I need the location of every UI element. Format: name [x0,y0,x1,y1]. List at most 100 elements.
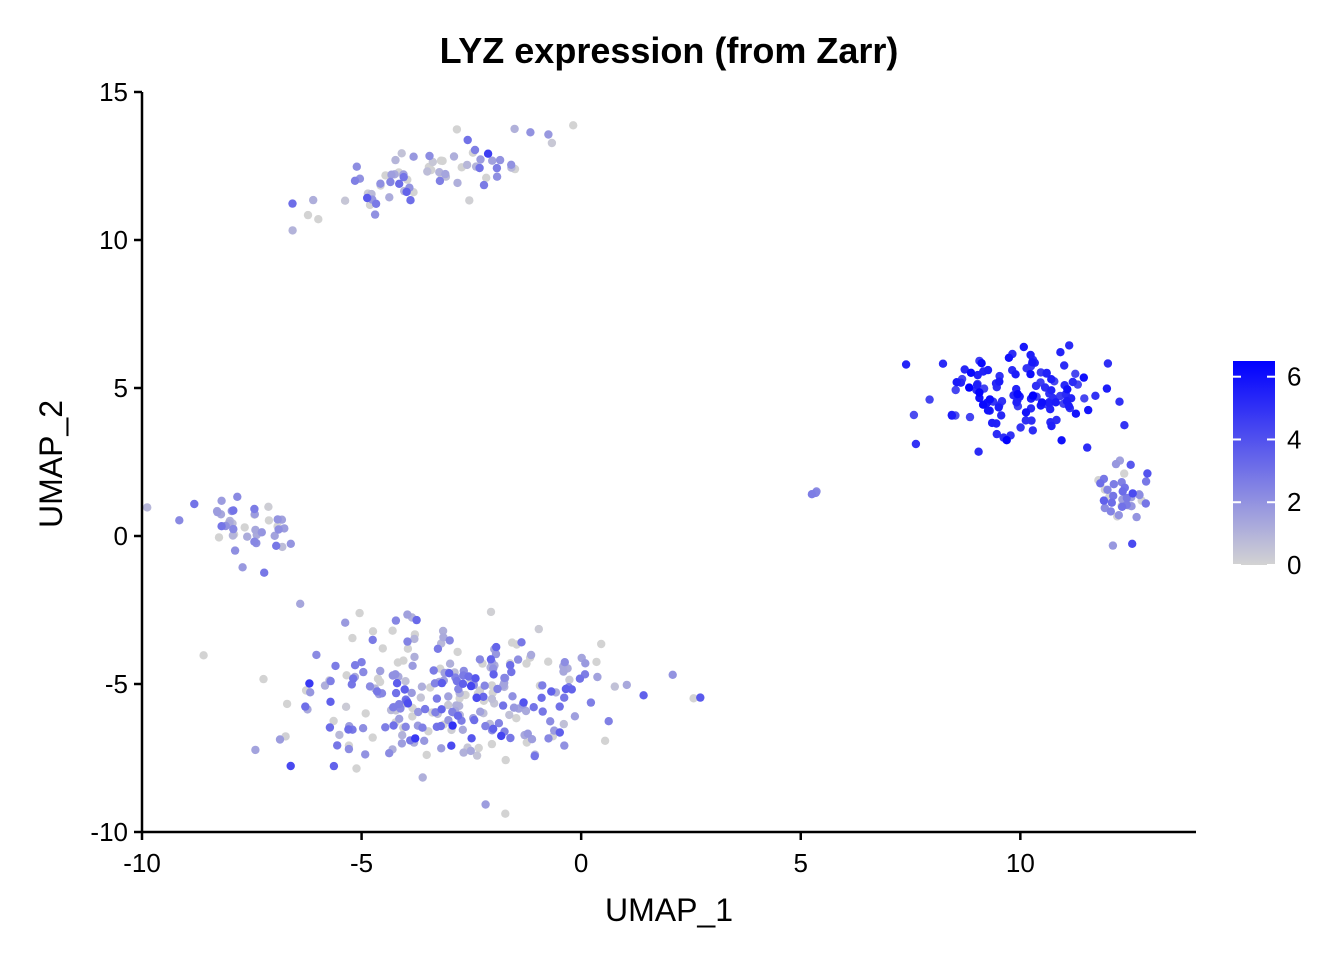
cell-point [491,649,501,659]
x-tick-label: 10 [1006,848,1035,878]
colorbar [1233,361,1275,565]
cell-point [481,800,490,809]
cell-point [448,721,457,730]
cell-point [389,721,398,730]
cell-point [1111,459,1121,469]
x-tick-label: 5 [794,848,808,878]
cell-point [1102,384,1112,393]
cell-point [483,149,493,158]
cell-point [372,687,382,696]
cell-point [329,761,339,771]
cell-point [560,741,569,750]
x-axis-ticks: -10 -5 0 5 10 [123,832,1035,878]
cell-point [547,687,556,696]
cell-point [1013,389,1022,399]
cell-point [521,706,531,716]
cell-point [534,624,543,634]
cell-point [365,682,375,691]
cell-point [489,724,498,733]
cell-point [977,359,986,368]
cell-point [1016,423,1025,432]
color-legend: 6 4 2 0 [1233,361,1301,580]
cell-point [402,187,411,197]
cell-point [544,130,553,139]
cell-point [538,681,547,690]
cell-point [544,657,553,666]
cell-point [445,659,455,668]
cell-point [348,633,357,643]
cell-point [199,651,208,660]
cell-point [368,627,378,636]
cell-point [326,676,335,686]
cell-point [453,178,462,188]
cell-point [1065,341,1074,350]
cell-point [1060,361,1069,370]
cell-point [378,644,387,653]
cell-point [960,365,969,374]
cell-point [994,403,1003,412]
cell-point [437,678,447,688]
cell-point [398,731,407,740]
cell-point [296,599,305,608]
cell-point [498,701,508,710]
cell-point [403,644,413,653]
cell-point [1079,373,1089,382]
cell-point [486,655,496,664]
cell-point [272,541,281,550]
cell-point [1047,386,1056,395]
cell-point [505,710,514,720]
cell-point [423,167,432,176]
cell-point [403,699,413,708]
cell-point [512,714,521,723]
cell-point [1068,377,1078,387]
cell-point [978,400,988,409]
cell-point [983,365,993,375]
cell-point [475,655,485,664]
x-axis-label: UMAP_1 [605,892,733,928]
cell-point [1028,391,1038,400]
cell-point [1096,479,1105,488]
cell-point [355,608,364,618]
cell-point [586,698,596,707]
cell-point [1045,399,1054,408]
cell-point [474,743,483,753]
cell-point [506,661,515,670]
cell-point [529,703,538,712]
cell-point [408,712,417,721]
cell-point [397,739,407,748]
cell-point [1135,490,1144,500]
cell-point [264,516,274,525]
cell-point [449,152,459,161]
cell-point [344,725,353,734]
cell-point [475,163,484,173]
cell-point [547,138,557,148]
cell-point [951,385,960,395]
cell-point [411,734,420,743]
cell-point [1143,469,1152,478]
cell-point [472,693,481,703]
cell-point [1128,539,1137,548]
cell-point [466,746,475,756]
cell-point [453,647,462,657]
cell-point [288,226,297,235]
cell-point [257,528,266,537]
cell-point [522,659,531,668]
cell-point [391,616,401,625]
cell-point [1080,394,1089,403]
cell-point [1027,416,1036,425]
cell-point [368,733,377,742]
cell-point [385,749,394,758]
cell-point [361,750,370,759]
cell-point [403,637,412,646]
cell-point [350,661,360,670]
cell-point [462,160,472,170]
cell-point [538,707,547,716]
cell-point [270,531,279,540]
cell-point [492,163,502,173]
cell-point [1106,507,1116,516]
cell-point [418,773,427,782]
cell-point [517,638,526,647]
cell-point [965,412,975,422]
cell-point [497,731,506,741]
